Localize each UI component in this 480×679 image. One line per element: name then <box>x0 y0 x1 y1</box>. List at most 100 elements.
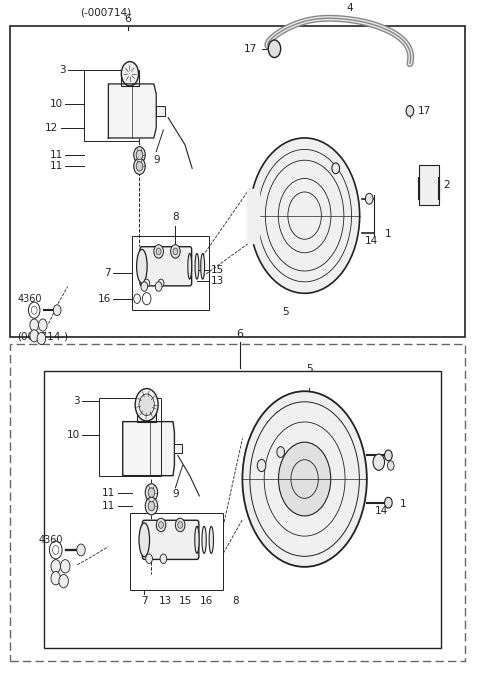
Circle shape <box>178 521 182 528</box>
Text: 4360: 4360 <box>17 294 42 304</box>
Circle shape <box>156 248 161 255</box>
Text: 16: 16 <box>97 294 111 304</box>
Text: 9: 9 <box>172 489 179 499</box>
Text: 7: 7 <box>104 268 111 278</box>
Circle shape <box>145 483 157 501</box>
Circle shape <box>144 279 150 287</box>
Text: 1: 1 <box>385 229 392 239</box>
Bar <box>420 165 439 206</box>
Text: 12: 12 <box>45 123 58 133</box>
Polygon shape <box>247 189 259 242</box>
Circle shape <box>250 138 360 293</box>
Text: 14: 14 <box>365 236 378 246</box>
Circle shape <box>277 447 285 458</box>
Circle shape <box>77 544 85 556</box>
Text: 10: 10 <box>67 430 80 440</box>
Circle shape <box>268 40 281 58</box>
Circle shape <box>121 62 139 86</box>
Text: 15: 15 <box>211 265 225 275</box>
Circle shape <box>145 497 157 515</box>
Ellipse shape <box>195 253 199 279</box>
Text: 6: 6 <box>237 329 243 340</box>
Circle shape <box>38 319 47 331</box>
Circle shape <box>135 388 158 421</box>
Circle shape <box>136 162 143 171</box>
Circle shape <box>156 518 166 532</box>
Text: 1: 1 <box>399 499 406 509</box>
Circle shape <box>173 248 178 255</box>
Circle shape <box>387 461 394 471</box>
Text: 17: 17 <box>243 43 257 54</box>
Circle shape <box>170 244 180 258</box>
Text: 11: 11 <box>102 488 116 498</box>
Text: 15: 15 <box>179 596 192 606</box>
Circle shape <box>158 521 163 528</box>
Ellipse shape <box>201 253 204 279</box>
Circle shape <box>406 105 414 116</box>
Text: 10: 10 <box>50 99 63 109</box>
Text: 7: 7 <box>141 596 147 606</box>
Text: 6: 6 <box>124 14 131 24</box>
Text: 11: 11 <box>49 150 63 160</box>
Bar <box>44 371 441 648</box>
Ellipse shape <box>202 526 206 553</box>
Circle shape <box>37 333 46 345</box>
Bar <box>137 407 156 422</box>
Bar <box>10 26 465 337</box>
Circle shape <box>278 442 331 516</box>
Text: 17: 17 <box>418 106 432 116</box>
Text: 13: 13 <box>159 596 172 606</box>
Polygon shape <box>108 84 156 138</box>
Polygon shape <box>123 422 174 476</box>
Text: 3: 3 <box>73 397 80 406</box>
Bar <box>10 344 465 661</box>
Circle shape <box>365 194 373 204</box>
Circle shape <box>51 572 60 585</box>
Circle shape <box>60 559 70 573</box>
Text: (000714-): (000714-) <box>17 331 69 342</box>
Text: 8: 8 <box>232 596 239 606</box>
Circle shape <box>139 394 155 416</box>
Circle shape <box>53 305 61 316</box>
Circle shape <box>160 554 167 564</box>
Ellipse shape <box>188 253 192 279</box>
Circle shape <box>148 488 155 497</box>
Bar <box>132 236 209 310</box>
Circle shape <box>384 450 392 461</box>
Circle shape <box>384 497 392 508</box>
Circle shape <box>146 554 153 564</box>
Circle shape <box>141 282 148 291</box>
Text: (-000714): (-000714) <box>81 7 132 18</box>
Circle shape <box>175 518 185 532</box>
Bar <box>174 444 182 454</box>
Bar <box>121 75 139 86</box>
Text: 11: 11 <box>102 501 116 511</box>
Text: 16: 16 <box>200 596 213 606</box>
Circle shape <box>134 147 145 163</box>
Bar <box>156 105 165 116</box>
Circle shape <box>332 163 339 174</box>
Text: 4: 4 <box>347 3 353 13</box>
Ellipse shape <box>137 249 147 283</box>
Circle shape <box>30 330 38 342</box>
Circle shape <box>257 460 266 472</box>
Text: 4360: 4360 <box>39 535 63 545</box>
Text: 8: 8 <box>172 213 179 223</box>
Text: 11: 11 <box>49 162 63 171</box>
Circle shape <box>242 391 367 567</box>
FancyBboxPatch shape <box>143 520 199 559</box>
Text: 5: 5 <box>306 365 312 374</box>
Circle shape <box>134 158 145 175</box>
Ellipse shape <box>209 526 214 553</box>
Circle shape <box>154 244 163 258</box>
Circle shape <box>59 574 68 588</box>
Bar <box>84 71 140 141</box>
Text: 2: 2 <box>444 180 450 190</box>
Circle shape <box>373 454 384 471</box>
Circle shape <box>156 282 162 291</box>
Text: 14: 14 <box>374 506 388 516</box>
Bar <box>130 513 223 591</box>
Circle shape <box>136 150 143 160</box>
Circle shape <box>30 319 38 331</box>
Text: 13: 13 <box>211 276 225 286</box>
